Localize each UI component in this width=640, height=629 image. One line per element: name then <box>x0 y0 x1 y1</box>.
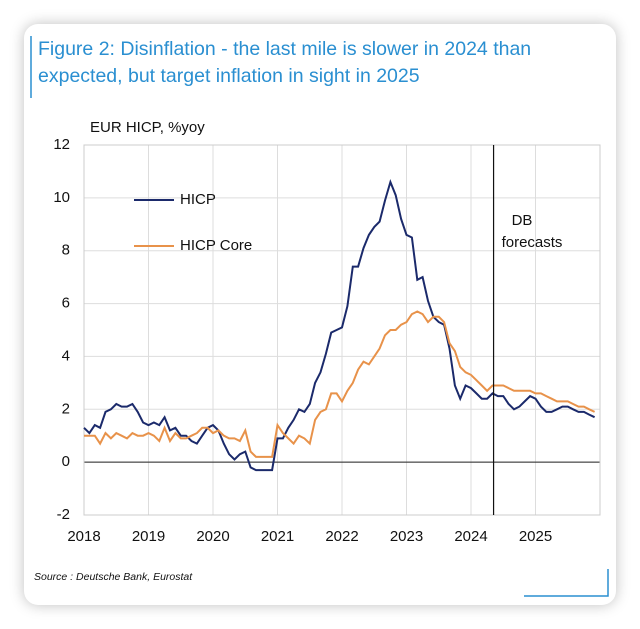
legend-label: HICP <box>180 191 216 208</box>
legend-label: HICP Core <box>180 237 252 254</box>
x-tick-label: 2020 <box>196 528 229 545</box>
line-series <box>83 178 596 472</box>
x-tick-label: 2018 <box>67 528 100 545</box>
x-tick-label: 2021 <box>261 528 294 545</box>
y-tick-label: 10 <box>53 189 70 206</box>
y-tick-label: 4 <box>62 347 70 364</box>
x-tick-label: 2023 <box>390 528 423 545</box>
y-tick-label: 6 <box>62 295 70 312</box>
line-series <box>84 310 596 458</box>
x-tick-label: 2025 <box>519 528 552 545</box>
chart-title: Figure 2: Disinflation - the last mile i… <box>38 38 531 87</box>
y-axis-label: EUR HICP, %yoy <box>90 119 205 136</box>
y-tick-label: 0 <box>62 453 70 470</box>
source: Source : Deutsche Bank, Eurostat <box>34 571 193 583</box>
y-tick-label: 8 <box>62 242 70 259</box>
y-tick-label: 2 <box>62 400 70 417</box>
x-tick-label: 2024 <box>454 528 487 545</box>
x-tick-label: 2019 <box>132 528 165 545</box>
y-tick-label: 12 <box>53 136 70 153</box>
card: Figure 2: Disinflation - the last mile i… <box>24 24 616 605</box>
annotation: DB forecasts <box>502 212 563 251</box>
chart: Figure 2: Disinflation - the last mile i… <box>30 36 609 597</box>
x-tick-label: 2022 <box>325 528 358 545</box>
y-tick-label: -2 <box>57 506 70 523</box>
corner-rule <box>524 569 609 597</box>
plot-frame <box>83 144 601 516</box>
